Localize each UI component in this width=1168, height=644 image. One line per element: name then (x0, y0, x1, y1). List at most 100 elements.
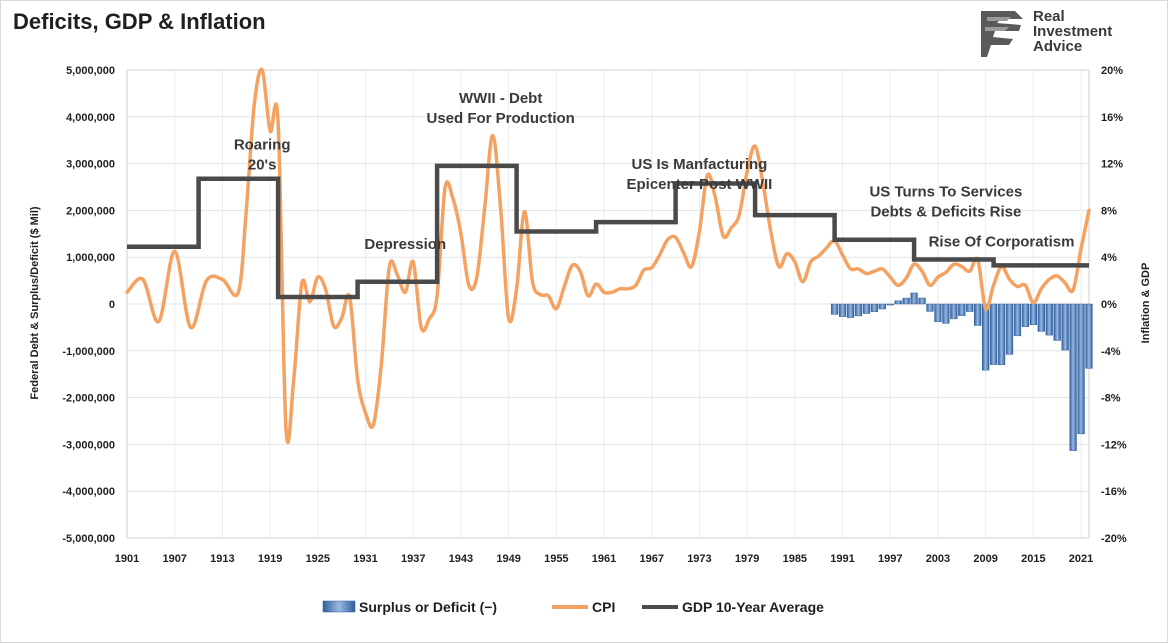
annotation-text: Roaring (234, 137, 291, 154)
deficit-bar (854, 303, 863, 317)
deficit-bar (1085, 303, 1093, 369)
deficit-bar (1069, 303, 1077, 451)
deficit-bar (1013, 303, 1022, 337)
annotation-text: 20's (248, 157, 277, 174)
deficit-bar (1045, 303, 1053, 336)
deficit-bar (934, 303, 942, 322)
deficit-bar (942, 303, 950, 324)
deficit-bar (966, 303, 974, 312)
x-tick-label: 1913 (210, 553, 234, 565)
deficit-bar (1061, 303, 1069, 351)
deficit-bar (958, 303, 966, 316)
y-tick-label-right: 12% (1101, 159, 1123, 171)
y-tick-label-right: 16% (1101, 112, 1123, 124)
logo-text: Real Investment Advice (1033, 9, 1112, 54)
y-tick-label-left: 2,000,000 (66, 205, 115, 217)
x-tick-label: 2009 (973, 553, 997, 565)
deficit-bar (950, 303, 958, 320)
deficit-bar (846, 303, 855, 318)
logo-line: Real (1033, 8, 1065, 25)
y-axis-label-left: Federal Debt & Surplus/Deficit ($ Mil) (29, 206, 41, 399)
deficit-bar (997, 303, 1006, 366)
deficit-bar (830, 303, 839, 315)
right-axis: 20% 16% 12% 8% 4% 0% -4% -8% -12% -16% -20% (1101, 65, 1127, 545)
y-tick-label-right: -8% (1101, 393, 1121, 405)
y-tick-label-left: -1,000,000 (62, 346, 115, 358)
y-tick-label-right: -4% (1101, 346, 1121, 358)
x-tick-label: 1967 (639, 553, 663, 565)
deficit-bar (870, 303, 878, 312)
annotations: Roaring 20's Depression WWII - Debt Used For… (234, 90, 1075, 253)
y-tick-label-left: 3,000,000 (66, 159, 115, 171)
logo-emblem-icon (981, 11, 1023, 57)
legend-label: CPI (592, 599, 615, 615)
deficit-bar (902, 297, 910, 305)
x-tick-label: 1973 (687, 553, 711, 565)
y-tick-label-left: -5,000,000 (62, 533, 115, 545)
y-tick-label-left: 5,000,000 (66, 65, 115, 77)
deficit-bar (989, 303, 998, 365)
x-axis: 1901 1907 1913 1919 1925 1931 1937 1943 1949 1955… (115, 553, 1094, 565)
y-tick-label-right: 20% (1101, 65, 1123, 77)
x-tick-label: 1925 (306, 553, 330, 565)
y-tick-label-left: 1,000,000 (66, 252, 115, 264)
x-tick-label: 2021 (1069, 553, 1093, 565)
left-axis: 5,000,000 4,000,000 3,000,000 2,000,000 1,00… (62, 65, 115, 545)
annotation-text: Rise Of Corporatism (929, 233, 1075, 250)
x-tick-label: 1991 (830, 553, 854, 565)
y-tick-label-right: -20% (1101, 533, 1127, 545)
x-tick-label: 1901 (115, 553, 139, 565)
y-tick-label-left: -2,000,000 (62, 393, 115, 405)
deficit-bar (838, 303, 847, 317)
y-tick-label-right: 4% (1101, 252, 1117, 264)
legend-label: GDP 10-Year Average (682, 599, 824, 615)
y-tick-label-right: 0% (1101, 299, 1117, 311)
deficit-bar (910, 292, 918, 305)
deficit-bar (1021, 303, 1030, 327)
annotation-text: Depression (364, 236, 446, 253)
cpi-series (125, 67, 1091, 444)
x-tick-label: 1931 (353, 553, 377, 565)
y-tick-label-right: 8% (1101, 205, 1117, 217)
deficit-bars (830, 292, 1093, 451)
x-tick-label: 1997 (878, 553, 902, 565)
y-tick-label-right: -16% (1101, 486, 1127, 498)
x-tick-label: 1943 (449, 553, 473, 565)
x-tick-label: 1919 (258, 553, 282, 565)
x-tick-label: 1961 (592, 553, 616, 565)
legend-label: Surplus or Deficit (−) (359, 599, 497, 615)
deficit-bar (1037, 303, 1045, 332)
deficit-bar (878, 303, 886, 310)
annotation-text: US Turns To Services (869, 183, 1022, 200)
logo-line: Investment (1033, 23, 1113, 40)
x-tick-label: 2003 (926, 553, 950, 565)
deficit-bar (886, 303, 894, 306)
logo-line: Advice (1033, 38, 1083, 55)
annotation-text: Used For Production (426, 110, 574, 127)
y-tick-label-left: -4,000,000 (62, 486, 115, 498)
annotation-text: Debts & Deficits Rise (870, 203, 1021, 220)
x-tick-label: 1949 (496, 553, 520, 565)
deficit-bar (1053, 303, 1061, 341)
deficit-bar (1077, 303, 1085, 435)
gdp-series (127, 163, 1089, 300)
cpi-line (125, 67, 1091, 444)
deficit-bar (926, 303, 934, 312)
legend: Surplus or Deficit (−) CPI GDP 10-Year Ave… (322, 599, 824, 615)
page-title: Deficits, GDP & Inflation (13, 9, 266, 34)
deficit-bar (894, 300, 902, 305)
deficit-bar (918, 297, 926, 305)
y-axis-label-right: Inflation & GDP (1140, 263, 1152, 344)
x-tick-label: 1907 (162, 553, 186, 565)
y-tick-label-left: -3,000,000 (62, 439, 115, 451)
deficit-bar (1005, 303, 1014, 355)
annotation-text: Epicenter Post WWII (627, 176, 773, 193)
y-tick-label-left: 4,000,000 (66, 112, 115, 124)
x-tick-label: 2015 (1021, 553, 1045, 565)
annotation-text: US Is Manfacturing (632, 156, 768, 173)
x-tick-label: 1955 (544, 553, 568, 565)
deficit-bar (982, 303, 990, 371)
y-tick-label-right: -12% (1101, 439, 1127, 451)
